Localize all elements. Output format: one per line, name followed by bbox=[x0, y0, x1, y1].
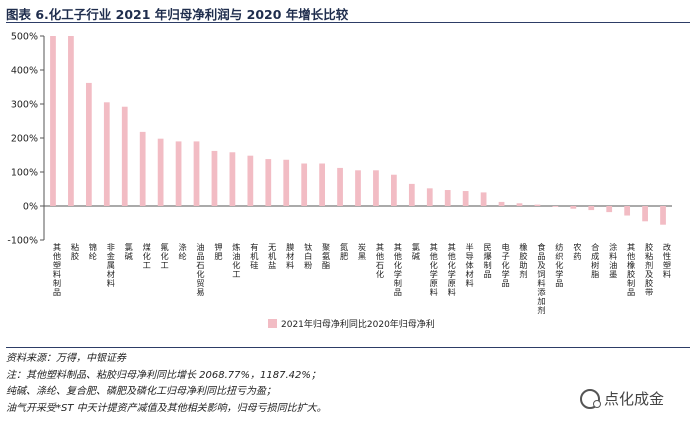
wechat-icon bbox=[580, 388, 601, 409]
bar bbox=[570, 206, 577, 209]
x-tick-label: 无机盐 bbox=[268, 242, 277, 270]
y-tick-label: 0% bbox=[23, 202, 38, 213]
x-tick-label: 半导体材料 bbox=[466, 242, 474, 288]
legend-label: 2021年归母净利同比2020年归母净利 bbox=[281, 318, 435, 330]
x-tick-label: 油品石化贸易 bbox=[196, 242, 204, 297]
bar bbox=[355, 170, 361, 206]
bar bbox=[426, 188, 433, 206]
bar bbox=[265, 159, 272, 206]
bar bbox=[103, 102, 110, 206]
bar bbox=[660, 206, 666, 225]
x-tick-label: 食品及饲料添加剂 bbox=[537, 242, 545, 315]
bar bbox=[157, 138, 164, 206]
x-tick-label: 改性塑料 bbox=[663, 242, 671, 279]
footer-divider bbox=[6, 347, 690, 348]
y-tick-label: 500% bbox=[11, 32, 38, 43]
x-tick-label: 胶粘剂及胶带 bbox=[645, 242, 653, 297]
note-line-2: 纯碱、涤纶、复合肥、磷肥及磷化工归母净利同比扭亏为盈； bbox=[6, 386, 276, 397]
bar bbox=[624, 206, 631, 216]
bar bbox=[498, 201, 505, 206]
bar bbox=[50, 36, 56, 206]
legend-swatch bbox=[268, 319, 277, 328]
x-tick-label: 炭黑 bbox=[358, 242, 366, 261]
bar bbox=[552, 206, 559, 207]
bar bbox=[85, 82, 92, 206]
x-tick-label: 其他化学制品 bbox=[394, 242, 402, 297]
x-tick-label: 煤化工 bbox=[143, 242, 151, 270]
bar bbox=[301, 163, 308, 206]
bar bbox=[121, 106, 128, 206]
bar bbox=[534, 204, 541, 206]
y-tick-label: 300% bbox=[11, 100, 38, 111]
bar bbox=[175, 141, 182, 206]
x-tick-label: 非金属材料 bbox=[107, 242, 115, 288]
x-tick-label: 氮肥 bbox=[340, 242, 348, 261]
bar bbox=[444, 190, 451, 206]
note-line-3: 油气开采受*ST 中天计提资产减值及其他相关影响，归母亏损同比扩大。 bbox=[6, 402, 327, 414]
bar bbox=[408, 183, 415, 206]
bar bbox=[337, 167, 343, 206]
bar bbox=[606, 206, 613, 213]
bar bbox=[373, 170, 379, 206]
bar bbox=[462, 191, 469, 206]
x-tick-label: 合成树脂 bbox=[591, 242, 599, 279]
bar bbox=[139, 131, 146, 206]
x-tick-label: 其他塑料制品 bbox=[53, 242, 61, 297]
x-tick-label: 其他橡胶制品 bbox=[627, 242, 635, 297]
bar bbox=[642, 206, 648, 222]
x-tick-label: 纺织化学品 bbox=[555, 242, 563, 288]
x-tick-label: 粘胶 bbox=[71, 242, 79, 261]
bar bbox=[391, 174, 397, 206]
x-tick-label: 氟化工 bbox=[161, 242, 169, 270]
bar bbox=[480, 192, 487, 206]
brand-name: 点化成金 bbox=[604, 390, 665, 408]
x-tick-label: 橡胶助剂 bbox=[519, 242, 527, 279]
note-line-1: 注：其他塑料制品、粘胶归母净利同比增长 2068.77%，1187.42%； bbox=[6, 369, 321, 381]
x-tick-label: 氯碱 bbox=[125, 242, 133, 261]
bar bbox=[229, 152, 236, 206]
bar bbox=[247, 155, 254, 206]
x-tick-label: 氯碱 bbox=[412, 242, 420, 261]
bar bbox=[283, 159, 290, 206]
y-tick-label: 100% bbox=[11, 168, 38, 179]
bar bbox=[319, 163, 325, 206]
x-tick-label: 其他化学原料 bbox=[448, 242, 456, 297]
x-tick-label: 涤纶 bbox=[178, 242, 186, 261]
y-tick-label: -100% bbox=[7, 236, 38, 247]
notes: 资料来源：万得，中银证券 注：其他塑料制品、粘胶归母净利同比增长 2068.77… bbox=[6, 351, 327, 417]
x-tick-label: 其他化学原料 bbox=[430, 242, 438, 297]
x-tick-label: 民爆制品 bbox=[483, 242, 491, 279]
x-tick-label: 电子化学品 bbox=[501, 242, 509, 288]
x-tick-label: 聚氨酯 bbox=[322, 242, 330, 270]
x-tick-label: 膜材料 bbox=[286, 242, 294, 270]
bar bbox=[211, 150, 218, 206]
bar bbox=[193, 141, 200, 206]
x-tick-label: 农药 bbox=[573, 242, 581, 261]
x-tick-label: 炼油化工 bbox=[232, 242, 240, 279]
x-tick-label: 有机硅 bbox=[250, 242, 259, 270]
y-tick-label: 200% bbox=[11, 134, 38, 145]
x-tick-label: 涂料油墨 bbox=[609, 242, 617, 279]
bar bbox=[516, 203, 523, 206]
x-tick-label: 其他石化 bbox=[376, 242, 384, 279]
chart-title: 图表 6.化工子行业 2021 年归母净利润与 2020 年增长比较 bbox=[6, 7, 349, 22]
bar bbox=[68, 36, 74, 206]
y-tick-label: 400% bbox=[11, 66, 38, 77]
x-tick-label: 钛白粉 bbox=[304, 242, 312, 270]
x-tick-label: 锦纶 bbox=[89, 242, 97, 261]
x-tick-label: 钾肥 bbox=[214, 242, 222, 261]
brand-logo: 点化成金 bbox=[580, 388, 664, 409]
source-note: 资料来源：万得，中银证券 bbox=[6, 353, 126, 364]
title-divider bbox=[6, 22, 690, 23]
bar bbox=[588, 206, 595, 211]
